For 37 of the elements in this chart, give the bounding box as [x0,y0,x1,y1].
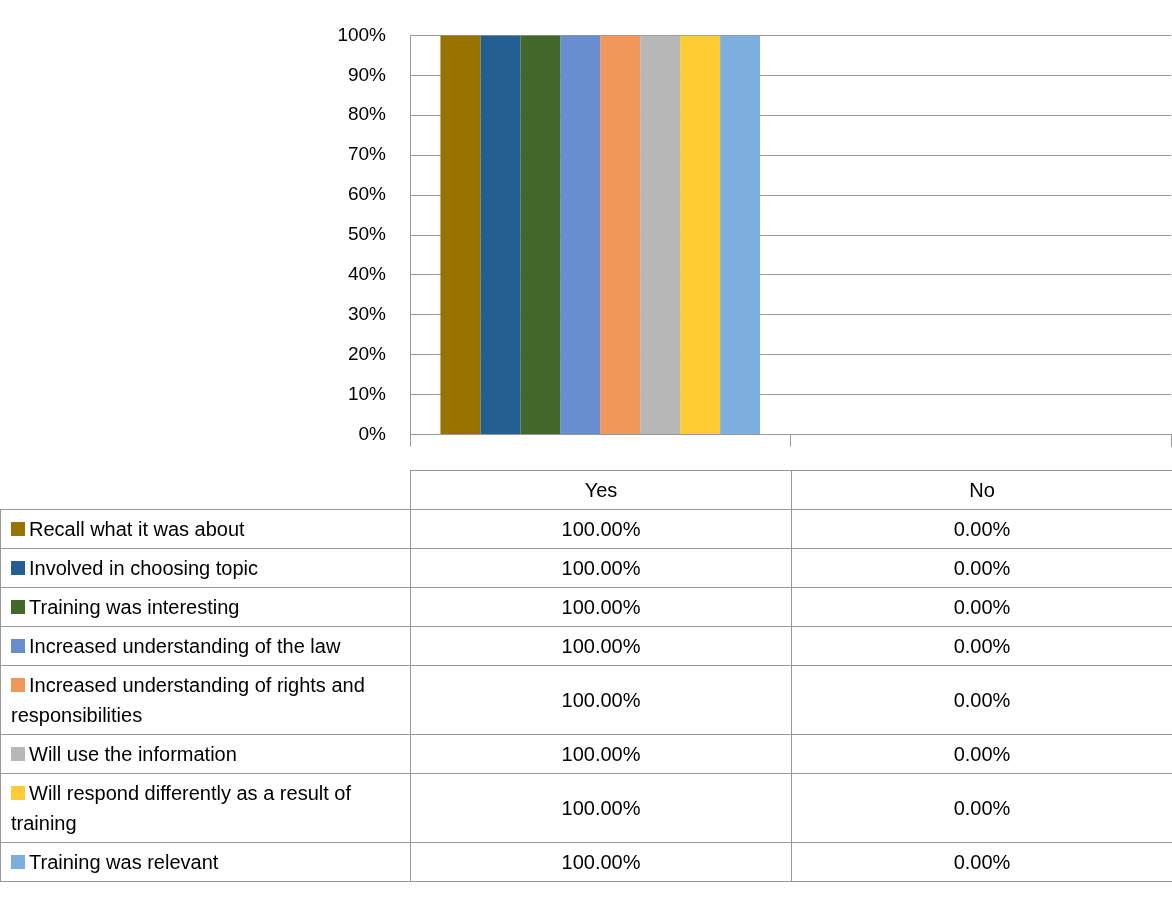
data-label: 100.00% [410,626,792,666]
legend-label: Will use the information [0,734,411,774]
data-label: 0.00% [791,509,1172,549]
y-tick-label: 90% [347,63,387,85]
legend-label: Training was relevant [0,842,411,882]
x-tick-label: Yes [410,470,792,510]
legend-label: Involved in choosing topic [0,548,411,588]
data-label: 0.00% [791,773,1172,843]
y-tick-label: 60% [347,183,387,205]
legend-label: Training was interesting [0,587,411,627]
data-label: 100.00% [410,665,792,735]
data-label: 100.00% [410,548,792,588]
data-label: 100.00% [410,509,792,549]
data-label: 0.00% [791,734,1172,774]
y-tick-label: 40% [347,263,387,285]
data-label: 100.00% [410,734,792,774]
y-tick-label: 70% [347,143,387,165]
data-label: 0.00% [791,842,1172,882]
y-tick-label: 100% [337,23,387,45]
data-label: 100.00% [410,587,792,627]
y-tick-label: 80% [347,103,387,125]
y-tick-label: 30% [347,303,387,325]
y-tick-label: 10% [347,382,387,404]
legend-label: Will respond differently as a result of training [0,773,411,843]
data-label: 0.00% [791,626,1172,666]
legend-label: Increased understanding of the law [0,626,411,666]
x-tick-label: No [791,470,1172,510]
data-label: 0.00% [791,665,1172,735]
data-label: 100.00% [410,842,792,882]
y-tick-label: 50% [347,223,387,245]
legend-label: Recall what it was about [0,509,411,549]
data-label: 0.00% [791,548,1172,588]
data-label: 100.00% [410,773,792,843]
y-tick-label: 20% [347,342,387,364]
data-label: 0.00% [791,587,1172,627]
y-tick-label: 0% [358,422,387,444]
legend-label: Increased understanding of rights and responsibilities [0,665,411,735]
